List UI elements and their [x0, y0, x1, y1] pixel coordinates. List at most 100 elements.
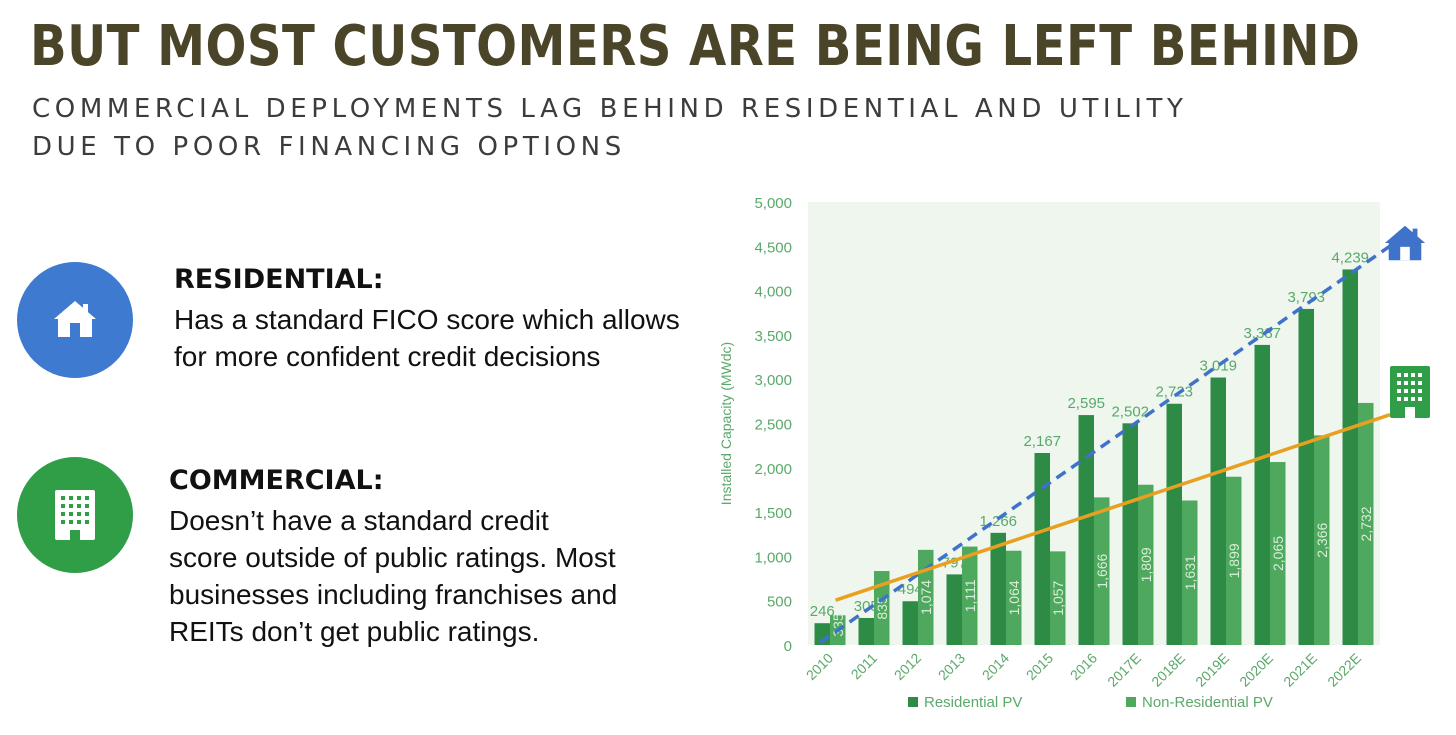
x-tick-label: 2021E	[1280, 650, 1320, 690]
x-tick-label: 2022E	[1324, 650, 1364, 690]
bar-non-residential	[918, 549, 934, 645]
data-label-residential: 2,723	[1155, 384, 1193, 401]
page-title: BUT MOST CUSTOMERS ARE BEING LEFT BEHIND	[30, 14, 1361, 79]
data-label-residential: 3,793	[1287, 289, 1325, 306]
data-label-non-residential: 335	[830, 613, 846, 637]
trendline-non-residential	[834, 412, 1391, 602]
data-label-non-residential: 1,899	[1226, 543, 1242, 578]
x-tick-label: 2010	[803, 650, 836, 683]
y-axis-label: Installed Capacity (MWdc)	[718, 342, 734, 505]
data-label-non-residential: 1,631	[1182, 555, 1198, 590]
bar-non-residential	[1050, 551, 1066, 645]
data-label-non-residential: 1,064	[1006, 580, 1022, 615]
y-tick-label: 5,000	[754, 195, 792, 212]
subtitle-line-1: COMMERCIAL DEPLOYMENTS LAG BEHIND RESIDE…	[32, 94, 1188, 124]
data-label-residential: 2,167	[1023, 433, 1061, 450]
x-tick-label: 2013	[935, 650, 968, 683]
x-tick-label: 2014	[979, 650, 1012, 683]
bar-residential	[1166, 403, 1182, 645]
bar-non-residential	[962, 546, 978, 645]
commercial-line-3: businesses including franchises and	[169, 579, 618, 610]
y-tick-label: 500	[767, 594, 792, 611]
y-tick-label: 3,000	[754, 372, 792, 389]
legend-swatch-residential	[908, 697, 918, 707]
residential-heading: RESIDENTIAL:	[174, 264, 384, 295]
legend-label-residential: Residential PV	[924, 694, 1022, 711]
bar-residential	[1298, 308, 1314, 645]
residential-badge	[17, 262, 133, 378]
x-tick-label: 2020E	[1236, 650, 1276, 690]
bar-residential	[1122, 423, 1138, 645]
bar-non-residential	[1138, 484, 1154, 645]
bar-non-residential	[1358, 402, 1374, 645]
installed-capacity-chart: 0 500 1,000 1,500 2,000 2,500 3,000 3,500 4,000 4…	[700, 180, 1440, 725]
bar-non-residential	[1182, 500, 1198, 645]
y-tick-label: 2,000	[754, 461, 792, 478]
data-label-non-residential: 835	[874, 596, 890, 620]
office-building-icon	[55, 490, 95, 540]
residential-line-2: for more confident credit decisions	[174, 341, 601, 372]
commercial-line-1: Doesn’t have a standard credit	[169, 505, 549, 536]
data-label-non-residential: 2,065	[1270, 536, 1286, 571]
data-label-non-residential: 1,809	[1138, 547, 1154, 582]
data-label-non-residential: 2,732	[1358, 506, 1374, 541]
data-label-non-residential: 1,057	[1050, 580, 1066, 615]
x-tick-label: 2015	[1023, 650, 1056, 683]
data-label-residential: 2,502	[1111, 403, 1149, 420]
data-label-residential: 305	[854, 598, 879, 615]
bar-residential	[1078, 415, 1094, 645]
trendline-residential	[819, 237, 1402, 644]
commercial-description: Doesn’t have a standard credit score out…	[169, 502, 617, 650]
bar-residential	[990, 532, 1006, 645]
y-tick-label: 2,500	[754, 417, 792, 434]
y-tick-label: 4,500	[754, 239, 792, 256]
x-tick-label: 2018E	[1148, 650, 1188, 690]
bar-non-residential	[1006, 550, 1022, 645]
bar-non-residential	[1270, 462, 1286, 645]
house-icon	[54, 301, 96, 337]
data-label-residential: 3,019	[1199, 358, 1237, 375]
bar-non-residential	[1094, 497, 1110, 645]
subtitle-line-2: DUE TO POOR FINANCING OPTIONS	[32, 132, 626, 162]
y-tick-label: 1,500	[754, 505, 792, 522]
chart-svg: 0 500 1,000 1,500 2,000 2,500 3,000 3,500 4,000 4…	[718, 195, 1402, 711]
x-tick-label: 2017E	[1104, 650, 1144, 690]
commercial-line-2: score outside of public ratings. Most	[169, 542, 616, 573]
x-tick-label: 2019E	[1192, 650, 1232, 690]
bar-non-residential	[874, 571, 890, 645]
data-label-non-residential: 1,666	[1094, 553, 1110, 588]
data-label-non-residential: 1,074	[918, 580, 934, 615]
x-tick-label: 2016	[1067, 650, 1100, 683]
y-tick-label: 4,000	[754, 284, 792, 301]
legend-swatch-non-residential	[1126, 697, 1136, 707]
house-icon	[1384, 225, 1426, 261]
bar-residential	[858, 617, 874, 645]
commercial-line-4: REITs don’t get public ratings.	[169, 616, 540, 647]
office-building-icon	[1390, 366, 1430, 418]
data-label-residential: 246	[810, 603, 835, 620]
residential-line-1: Has a standard FICO score which allows	[174, 304, 680, 335]
data-label-residential: 4,239	[1331, 249, 1369, 266]
data-label-residential: 3,387	[1243, 325, 1281, 342]
x-tick-label: 2012	[891, 650, 924, 683]
bar-non-residential	[1314, 435, 1330, 645]
x-tick-label: 2011	[848, 650, 881, 683]
bar-residential	[902, 601, 918, 645]
y-tick-label: 1,000	[754, 549, 792, 566]
data-label-non-residential: 1,111	[962, 579, 978, 612]
commercial-badge	[17, 457, 133, 573]
bar-non-residential	[1226, 476, 1242, 645]
bar-residential	[946, 574, 962, 645]
page-subtitle: COMMERCIAL DEPLOYMENTS LAG BEHIND RESIDE…	[32, 90, 1188, 166]
bar-residential	[1342, 269, 1358, 645]
data-label-non-residential: 2,366	[1314, 522, 1330, 557]
data-label-residential: 494	[898, 581, 923, 598]
y-tick-label: 0	[784, 638, 792, 655]
bar-residential	[1210, 377, 1226, 645]
bar-residential	[1034, 453, 1050, 645]
commercial-heading: COMMERCIAL:	[169, 465, 384, 496]
y-tick-label: 3,500	[754, 328, 792, 345]
legend-label-non-residential: Non-Residential PV	[1142, 694, 1273, 711]
data-label-residential: 2,595	[1067, 395, 1105, 412]
residential-description: Has a standard FICO score which allows f…	[174, 301, 680, 375]
